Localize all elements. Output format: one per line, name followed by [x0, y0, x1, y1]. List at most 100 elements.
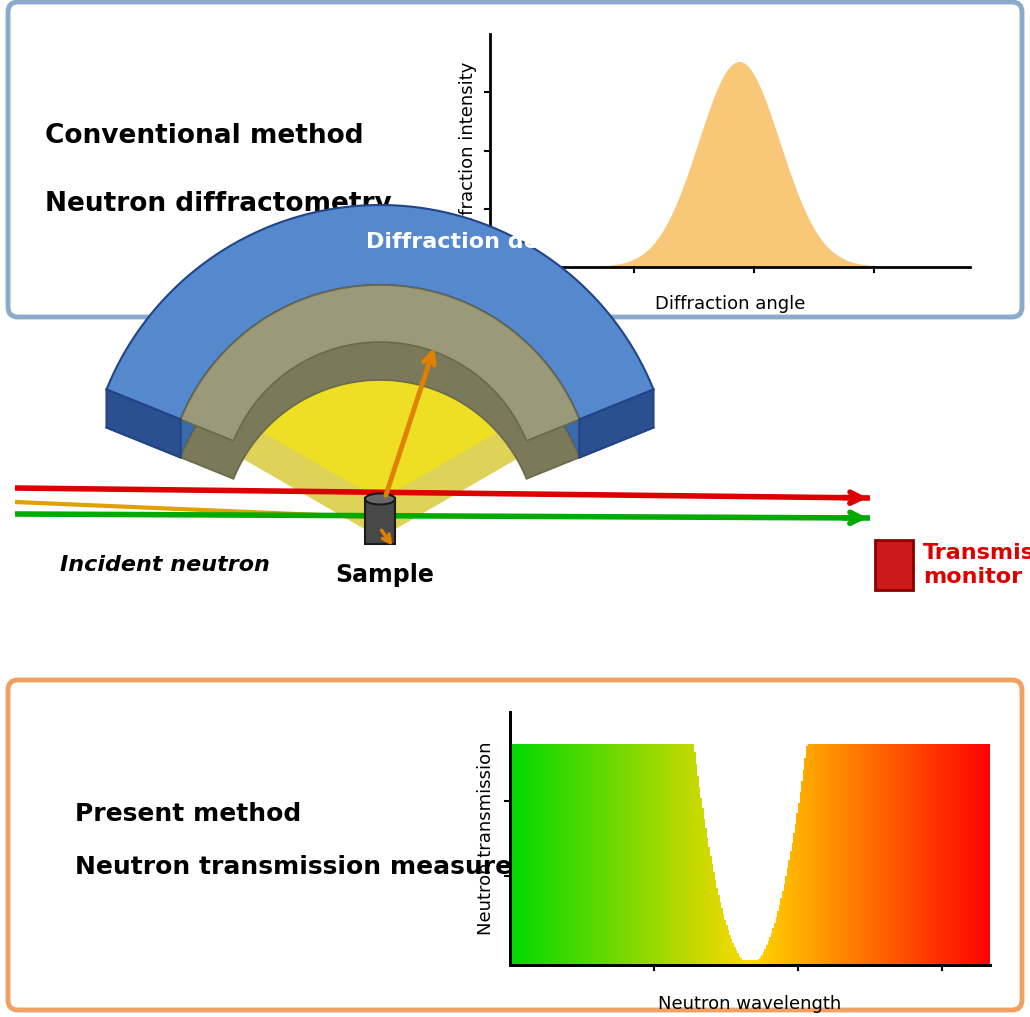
Polygon shape: [180, 285, 579, 440]
Bar: [638, 743, 640, 965]
Bar: [697, 776, 698, 965]
Bar: [860, 743, 862, 965]
Bar: [726, 925, 727, 965]
Bar: [703, 819, 706, 965]
Bar: [957, 743, 958, 965]
Bar: [790, 851, 792, 965]
Bar: [798, 803, 799, 965]
Bar: [623, 743, 625, 965]
Bar: [684, 743, 686, 965]
Bar: [934, 743, 935, 965]
Bar: [793, 833, 795, 965]
Bar: [691, 743, 692, 965]
Bar: [634, 743, 637, 965]
Bar: [562, 743, 564, 965]
Bar: [527, 743, 529, 965]
Bar: [810, 743, 811, 965]
Polygon shape: [243, 380, 517, 538]
Bar: [630, 743, 631, 965]
Bar: [772, 928, 774, 965]
Bar: [825, 743, 827, 965]
Bar: [640, 743, 642, 965]
Bar: [758, 959, 759, 965]
Bar: [541, 743, 542, 965]
Bar: [949, 743, 950, 965]
Bar: [732, 944, 734, 965]
Text: Present method: Present method: [75, 802, 301, 826]
Bar: [717, 888, 718, 965]
Bar: [903, 743, 905, 965]
Bar: [645, 743, 646, 965]
Bar: [914, 743, 915, 965]
Bar: [785, 877, 787, 965]
Bar: [680, 743, 681, 965]
Bar: [770, 933, 772, 965]
Bar: [972, 743, 974, 965]
Bar: [842, 743, 843, 965]
Bar: [787, 869, 788, 965]
Bar: [662, 743, 663, 965]
Bar: [695, 764, 697, 965]
Bar: [929, 743, 931, 965]
Bar: [642, 743, 643, 965]
Bar: [843, 743, 845, 965]
Bar: [873, 743, 874, 965]
Bar: [539, 743, 541, 965]
Text: Transmission
monitor: Transmission monitor: [923, 543, 1030, 587]
Bar: [637, 743, 638, 965]
Bar: [668, 743, 670, 965]
Bar: [836, 743, 838, 965]
Bar: [579, 743, 580, 965]
Bar: [663, 743, 665, 965]
Bar: [530, 743, 533, 965]
Bar: [764, 949, 766, 965]
Bar: [584, 743, 585, 965]
Bar: [619, 743, 620, 965]
Bar: [981, 743, 982, 965]
Bar: [909, 743, 912, 965]
Bar: [582, 743, 584, 965]
Bar: [889, 743, 891, 965]
Bar: [675, 743, 677, 965]
Bar: [876, 540, 913, 590]
Bar: [689, 743, 691, 965]
Bar: [657, 743, 659, 965]
Bar: [792, 842, 793, 965]
Bar: [961, 743, 963, 965]
Bar: [839, 743, 842, 965]
Bar: [774, 922, 776, 965]
Bar: [880, 743, 882, 965]
Bar: [702, 809, 703, 965]
Bar: [813, 743, 814, 965]
Bar: [799, 792, 801, 965]
Bar: [870, 743, 871, 965]
Bar: [863, 743, 865, 965]
Bar: [878, 743, 880, 965]
Bar: [692, 743, 694, 965]
Bar: [796, 814, 798, 965]
Bar: [974, 743, 975, 965]
Bar: [883, 743, 885, 965]
Bar: [940, 743, 942, 965]
Bar: [795, 824, 796, 965]
FancyBboxPatch shape: [8, 2, 1022, 317]
Bar: [516, 743, 518, 965]
Polygon shape: [106, 390, 180, 458]
Bar: [576, 743, 577, 965]
Bar: [891, 743, 892, 965]
Bar: [964, 743, 966, 965]
Text: Neutron transmission measurement: Neutron transmission measurement: [75, 854, 585, 879]
Bar: [734, 947, 735, 965]
Bar: [917, 743, 918, 965]
Bar: [620, 743, 622, 965]
Bar: [665, 743, 666, 965]
Polygon shape: [180, 323, 579, 479]
Bar: [731, 940, 732, 965]
Bar: [942, 743, 943, 965]
Bar: [838, 743, 839, 965]
Bar: [553, 743, 555, 965]
Bar: [802, 770, 804, 965]
Bar: [960, 743, 961, 965]
Bar: [552, 743, 553, 965]
Bar: [518, 743, 519, 965]
